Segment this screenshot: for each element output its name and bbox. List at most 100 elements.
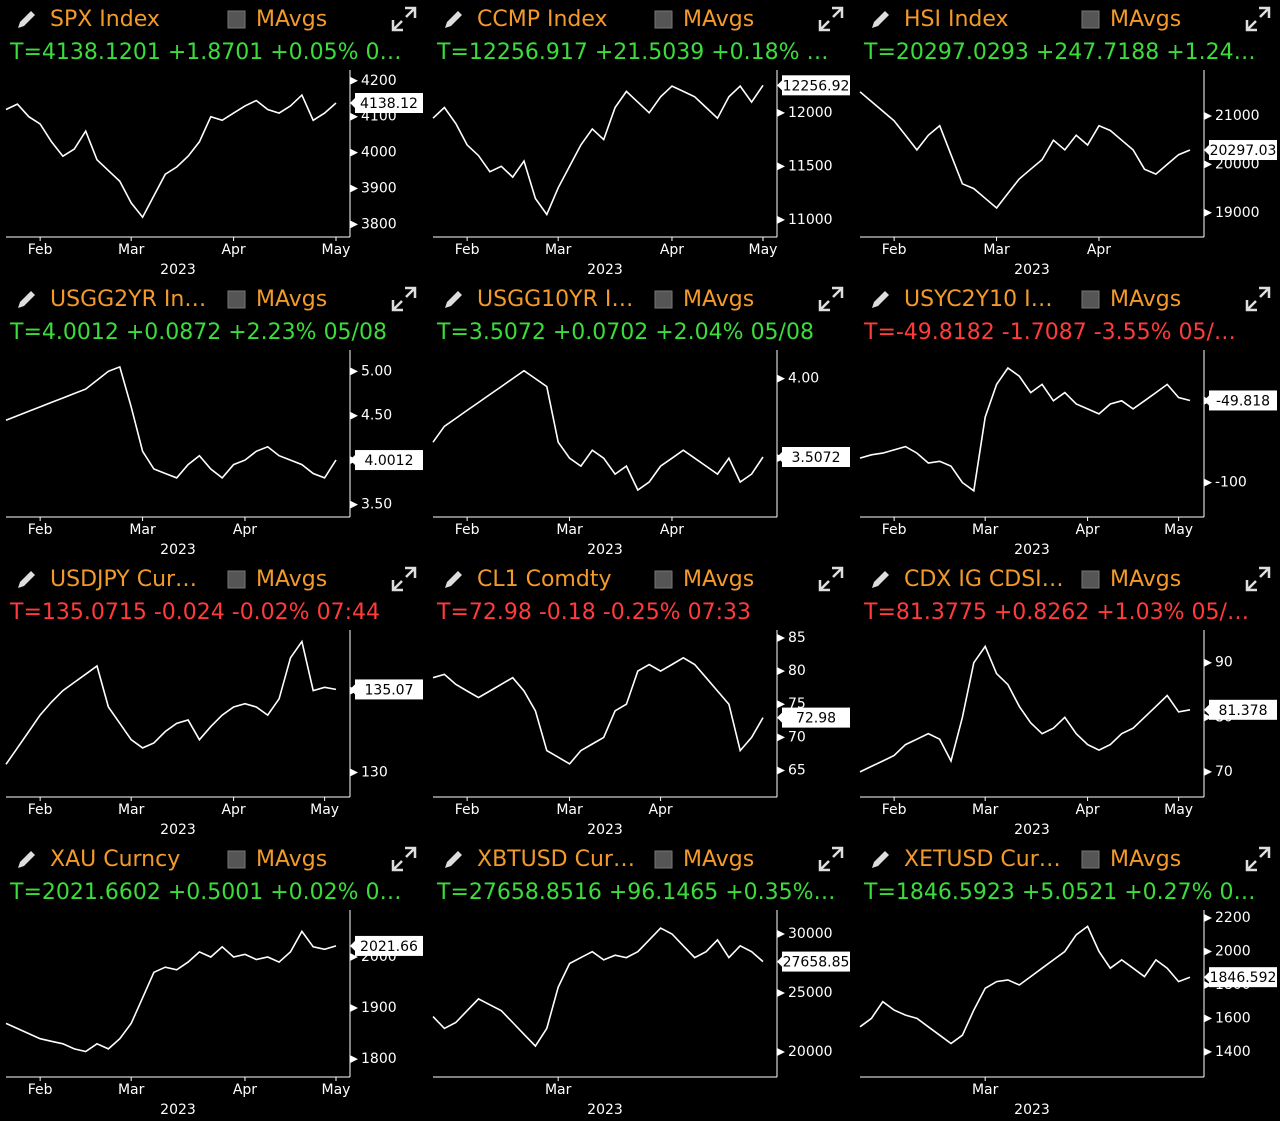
price-line bbox=[859, 366, 1191, 493]
chart-title: CCMP Index bbox=[477, 7, 608, 32]
expand-shape bbox=[391, 286, 417, 312]
mavgs-checkbox[interactable] bbox=[227, 570, 246, 589]
legend-label: MAvgs bbox=[1110, 287, 1181, 312]
expand-shape bbox=[391, 6, 417, 32]
x-tick-label: Apr bbox=[1087, 242, 1111, 258]
y-tick-mark bbox=[777, 667, 785, 676]
x-tick-label: Mar bbox=[545, 242, 572, 258]
quote-line: T=4.0012 +0.0872 +2.23% 05/08 bbox=[9, 320, 387, 345]
x-tick-label: Apr bbox=[233, 1082, 257, 1098]
y-tick-mark bbox=[350, 500, 358, 509]
last-value-pointer bbox=[777, 79, 783, 92]
y-tick-mark bbox=[350, 220, 358, 229]
expand-icon[interactable] bbox=[391, 286, 417, 312]
pencil-icon[interactable] bbox=[18, 571, 35, 588]
x-tick-label: Feb bbox=[455, 522, 480, 538]
pencil-icon[interactable] bbox=[445, 571, 462, 588]
y-tick-mark bbox=[350, 1004, 358, 1013]
y-tick-label: 4000 bbox=[361, 145, 397, 161]
expand-icon[interactable] bbox=[818, 286, 844, 312]
pencil-icon[interactable] bbox=[445, 291, 462, 308]
x-tick-label: May bbox=[749, 242, 778, 258]
pencil-shape bbox=[872, 851, 889, 868]
x-tick-label: Feb bbox=[28, 1082, 53, 1098]
expand-icon[interactable] bbox=[391, 566, 417, 592]
pencil-icon[interactable] bbox=[445, 11, 462, 28]
x-tick-label: Mar bbox=[129, 522, 156, 538]
chart-panel: XETUSD Cur… MAvgs T=1846.5923 +5.0521 +0.2… bbox=[859, 846, 1277, 1118]
expand-icon[interactable] bbox=[818, 6, 844, 32]
x-tick-label: Apr bbox=[648, 802, 672, 818]
quote-line: T=72.98 -0.18 -0.25% 07:33 bbox=[436, 600, 751, 625]
mavgs-checkbox[interactable] bbox=[1081, 570, 1100, 589]
expand-icon[interactable] bbox=[1245, 286, 1271, 312]
quote-line: T=12256.917 +21.5039 +0.18% … bbox=[436, 40, 829, 65]
y-tick-mark bbox=[1204, 160, 1212, 169]
last-value-label: 4138.12 bbox=[360, 96, 418, 112]
pencil-icon[interactable] bbox=[18, 851, 35, 868]
chart-title: USYC2Y10 I… bbox=[904, 287, 1053, 312]
x-tick-label: Apr bbox=[660, 242, 684, 258]
chart-panel: CL1 Comdty MAvgs T=72.98 -0.18 -0.25% 07:3… bbox=[432, 566, 850, 838]
y-tick-label: 25000 bbox=[788, 985, 833, 1001]
expand-icon[interactable] bbox=[1245, 6, 1271, 32]
last-value-label: 12256.92 bbox=[783, 78, 850, 94]
mavgs-checkbox[interactable] bbox=[654, 290, 673, 309]
x-tick-label: Mar bbox=[972, 802, 999, 818]
mavgs-checkbox[interactable] bbox=[1081, 10, 1100, 29]
expand-icon[interactable] bbox=[818, 566, 844, 592]
pencil-shape bbox=[445, 291, 462, 308]
expand-icon[interactable] bbox=[391, 6, 417, 32]
y-tick-mark bbox=[777, 374, 785, 383]
x-axis-label: 2023 bbox=[587, 262, 623, 278]
last-value-box bbox=[1209, 967, 1277, 988]
y-tick-mark bbox=[1204, 1047, 1212, 1056]
mavgs-checkbox[interactable] bbox=[654, 850, 673, 869]
mavgs-checkbox[interactable] bbox=[1081, 290, 1100, 309]
pencil-icon[interactable] bbox=[18, 11, 35, 28]
pencil-icon[interactable] bbox=[872, 851, 889, 868]
last-value-pointer bbox=[1204, 703, 1210, 716]
y-tick-mark bbox=[1204, 658, 1212, 667]
chart-title: XETUSD Cur… bbox=[904, 847, 1061, 872]
expand-icon[interactable] bbox=[1245, 566, 1271, 592]
pencil-icon[interactable] bbox=[18, 291, 35, 308]
x-tick-label: Mar bbox=[545, 1082, 572, 1098]
x-tick-label: Mar bbox=[118, 242, 145, 258]
y-tick-label: 4200 bbox=[361, 73, 397, 89]
last-value-label: -49.818 bbox=[1216, 393, 1270, 409]
last-value-box bbox=[782, 75, 850, 96]
y-tick-label: 11000 bbox=[788, 212, 833, 228]
chart-title: XBTUSD Cur… bbox=[477, 847, 635, 872]
mavgs-checkbox[interactable] bbox=[654, 570, 673, 589]
pencil-icon[interactable] bbox=[445, 851, 462, 868]
y-tick-mark bbox=[777, 215, 785, 224]
mavgs-checkbox[interactable] bbox=[227, 850, 246, 869]
y-tick-mark bbox=[1204, 713, 1212, 722]
last-value-box bbox=[782, 707, 850, 728]
y-tick-label: 1900 bbox=[361, 1000, 397, 1016]
last-value-pointer bbox=[350, 96, 356, 109]
quote-line: T=3.5072 +0.0702 +2.04% 05/08 bbox=[436, 320, 814, 345]
legend-label: MAvgs bbox=[256, 7, 327, 32]
y-tick-label: 19000 bbox=[1215, 205, 1260, 221]
pencil-icon[interactable] bbox=[872, 291, 889, 308]
expand-shape bbox=[1245, 6, 1271, 32]
expand-icon[interactable] bbox=[391, 846, 417, 872]
chart-title: USGG2YR In… bbox=[50, 287, 206, 312]
y-tick-mark bbox=[350, 148, 358, 157]
mavgs-checkbox[interactable] bbox=[1081, 850, 1100, 869]
y-tick-label: 70 bbox=[1215, 764, 1233, 780]
mavgs-checkbox[interactable] bbox=[227, 10, 246, 29]
mavgs-checkbox[interactable] bbox=[654, 10, 673, 29]
pencil-icon[interactable] bbox=[872, 11, 889, 28]
pencil-icon[interactable] bbox=[872, 571, 889, 588]
expand-icon[interactable] bbox=[1245, 846, 1271, 872]
x-tick-label: Feb bbox=[28, 522, 53, 538]
chart-panel: CCMP Index MAvgs T=12256.917 +21.5039 +0.1… bbox=[432, 6, 850, 278]
y-tick-label: 80 bbox=[788, 663, 806, 679]
expand-icon[interactable] bbox=[818, 846, 844, 872]
mavgs-checkbox[interactable] bbox=[227, 290, 246, 309]
